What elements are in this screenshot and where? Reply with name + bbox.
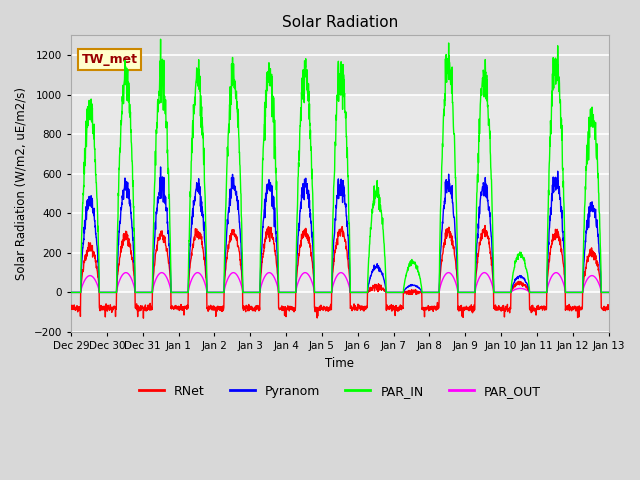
RNet [217, 308, 225, 313]
PAR_IN [217, 289, 225, 295]
PAR_OUT [496, 289, 504, 295]
Pyranom [572, 289, 580, 295]
PAR_OUT [572, 289, 580, 295]
PAR_IN [605, 289, 612, 295]
RNet [497, 306, 504, 312]
Pyranom [67, 289, 75, 295]
Pyranom [605, 289, 612, 295]
RNet [367, 285, 375, 291]
RNet [573, 307, 580, 313]
PAR_OUT [217, 289, 225, 295]
Legend: RNet, Pyranom, PAR_IN, PAR_OUT: RNet, Pyranom, PAR_IN, PAR_OUT [134, 380, 545, 403]
Pyranom [217, 289, 225, 295]
Pyranom [355, 289, 363, 295]
PAR_IN [355, 289, 363, 295]
PAR_IN [557, 126, 565, 132]
Line: PAR_OUT: PAR_OUT [71, 273, 609, 292]
PAR_OUT [355, 289, 363, 295]
PAR_OUT [605, 289, 612, 295]
Pyranom [367, 273, 375, 279]
Title: Solar Radiation: Solar Radiation [282, 15, 398, 30]
RNet [557, 246, 565, 252]
PAR_IN [157, 36, 164, 42]
Pyranom [496, 289, 504, 295]
PAR_IN [67, 289, 75, 295]
Y-axis label: Solar Radiation (W/m2, uE/m2/s): Solar Radiation (W/m2, uE/m2/s) [15, 87, 28, 280]
PAR_IN [367, 227, 375, 232]
Pyranom [557, 209, 565, 215]
Line: RNet: RNet [71, 226, 609, 318]
RNet [355, 304, 363, 310]
PAR_IN [572, 289, 580, 295]
RNet [140, 315, 147, 321]
RNet [605, 305, 612, 311]
Text: TW_met: TW_met [82, 53, 138, 66]
PAR_OUT [557, 275, 565, 281]
PAR_OUT [367, 286, 374, 292]
Line: PAR_IN: PAR_IN [71, 39, 609, 292]
Bar [71, 95, 609, 292]
Line: Pyranom: Pyranom [71, 167, 609, 292]
Pyranom [157, 164, 164, 170]
RNet [67, 304, 75, 310]
PAR_OUT [67, 289, 75, 295]
RNet [481, 223, 489, 228]
PAR_OUT [481, 270, 488, 276]
PAR_IN [496, 289, 504, 295]
X-axis label: Time: Time [325, 357, 355, 370]
